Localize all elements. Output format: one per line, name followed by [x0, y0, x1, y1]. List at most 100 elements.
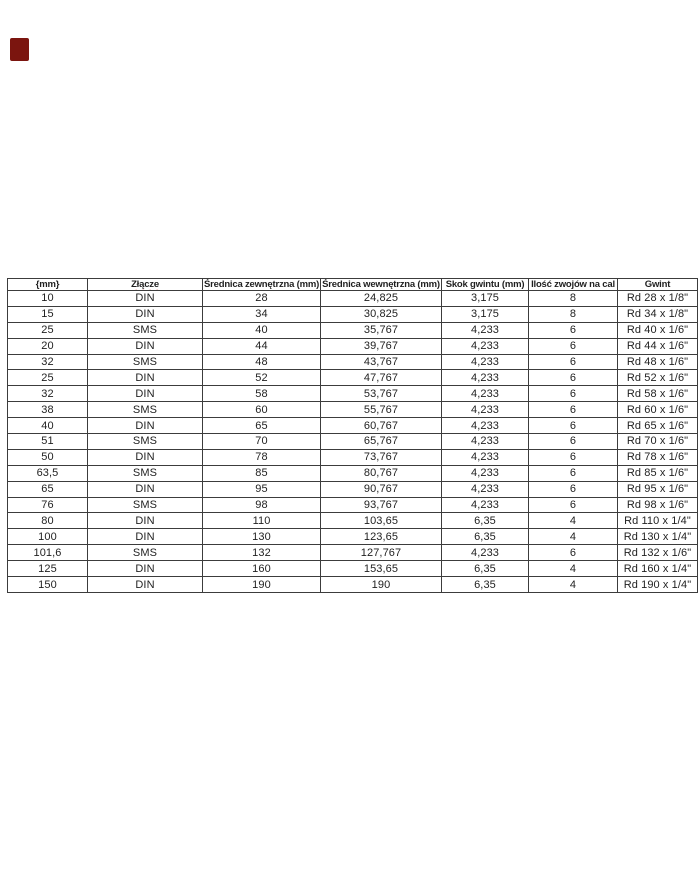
table-row: 101,6 SMS 132 127,767 4,233 6 Rd 132 x 1/6": [7, 544, 698, 562]
table-cell: SMS: [87, 353, 203, 371]
table-row: 100 DIN 130 123,65 6,35 4 Rd 130 x 1/4": [7, 528, 698, 546]
table-row: 38 SMS 60 55,767 4,233 6 Rd 60 x 1/6": [7, 401, 698, 419]
table-cell: 73,767: [320, 448, 442, 466]
table-cell: 6: [528, 321, 618, 339]
table-cell: 53,767: [320, 385, 442, 403]
table-row: 50 DIN 78 73,767 4,233 6 Rd 78 x 1/6": [7, 448, 698, 466]
table-row: 51 SMS 70 65,767 4,233 6 Rd 70 x 1/6": [7, 433, 698, 450]
table-cell: DIN: [87, 290, 203, 307]
table-cell: 132: [202, 544, 321, 562]
table-cell: 35,767: [320, 321, 442, 339]
table-cell: 28: [202, 290, 321, 307]
table-cell: 48: [202, 353, 321, 371]
table-cell: Rd 98 x 1/6": [617, 496, 698, 514]
table-cell: 34: [202, 305, 321, 323]
table-cell: DIN: [87, 528, 203, 546]
table-cell: 103,65: [320, 512, 442, 530]
header-cell-1: {mm}: [7, 278, 88, 291]
table-cell: 40: [202, 321, 321, 339]
table-row: 125 DIN 160 153,65 6,35 4 Rd 160 x 1/4": [7, 560, 698, 578]
table-cell: 55,767: [320, 401, 442, 419]
table-cell: 6: [528, 353, 618, 371]
table-cell: DIN: [87, 480, 203, 498]
table-cell: 130: [202, 528, 321, 546]
table-row: 15 DIN 34 30,825 3,175 8 Rd 34 x 1/8": [7, 305, 698, 323]
table-cell: DIN: [87, 337, 203, 355]
table-cell: 110: [202, 512, 321, 530]
table-cell: 153,65: [320, 560, 442, 578]
table-cell: 20: [7, 337, 88, 355]
table-cell: 6,35: [441, 512, 529, 530]
table-cell: Rd 34 x 1/8": [617, 305, 698, 323]
table-cell: 4,233: [441, 385, 529, 403]
table-cell: 65: [202, 417, 321, 435]
table-cell: Rd 95 x 1/6": [617, 480, 698, 498]
thread-dimensions-table: {mm} Złącze Średnica zewnętrzna (mm) Średni…: [7, 278, 698, 593]
table-cell: 4,233: [441, 480, 529, 498]
table-cell: 6: [528, 385, 618, 403]
table-cell: 127,767: [320, 544, 442, 562]
table-cell: 6: [528, 401, 618, 419]
table-cell: 4: [528, 560, 618, 578]
table-header-row: {mm} Złącze Średnica zewnętrzna (mm) Średni…: [7, 278, 698, 291]
table-cell: 6: [528, 480, 618, 498]
table-cell: 125: [7, 560, 88, 578]
table-cell: 80: [7, 512, 88, 530]
table-cell: 4: [528, 512, 618, 530]
table-row: 25 DIN 52 47,767 4,233 6 Rd 52 x 1/6": [7, 369, 698, 387]
table-cell: 44: [202, 337, 321, 355]
table-cell: DIN: [87, 560, 203, 578]
table-cell: DIN: [87, 512, 203, 530]
table-cell: 40: [7, 417, 88, 435]
table-row: 10 DIN 28 24,825 3,175 8 Rd 28 x 1/8": [7, 290, 698, 307]
table-cell: DIN: [87, 417, 203, 435]
table-cell: Rd 160 x 1/4": [617, 560, 698, 578]
header-cell-2: Złącze: [87, 278, 203, 291]
table-row: 32 DIN 58 53,767 4,233 6 Rd 58 x 1/6": [7, 385, 698, 403]
table-cell: 10: [7, 290, 88, 307]
table-cell: 101,6: [7, 544, 88, 562]
table-cell: 60: [202, 401, 321, 419]
table-row: 80 DIN 110 103,65 6,35 4 Rd 110 x 1/4": [7, 512, 698, 530]
table-cell: 150: [7, 576, 88, 593]
table-cell: 25: [7, 369, 88, 387]
header-cell-7: Gwint: [617, 278, 698, 291]
table-cell: SMS: [87, 401, 203, 419]
table-cell: 6: [528, 369, 618, 387]
table-cell: 4,233: [441, 353, 529, 371]
table-cell: 80,767: [320, 464, 442, 482]
table-cell: 6: [528, 417, 618, 435]
table-cell: 30,825: [320, 305, 442, 323]
table-row: 40 DIN 65 60,767 4,233 6 Rd 65 x 1/6": [7, 417, 698, 435]
table-cell: 65: [7, 480, 88, 498]
table-row: 25 SMS 40 35,767 4,233 6 Rd 40 x 1/6": [7, 321, 698, 339]
table-cell: 65,767: [320, 433, 442, 450]
table-cell: 4: [528, 528, 618, 546]
table-cell: 93,767: [320, 496, 442, 514]
table-cell: Rd 44 x 1/6": [617, 337, 698, 355]
table-cell: 4,233: [441, 321, 529, 339]
table-cell: 6,35: [441, 560, 529, 578]
table-cell: 4,233: [441, 417, 529, 435]
table-cell: 4,233: [441, 496, 529, 514]
table-cell: 4: [528, 576, 618, 593]
table-cell: 63,5: [7, 464, 88, 482]
table-cell: SMS: [87, 321, 203, 339]
table-cell: 6,35: [441, 576, 529, 593]
table-cell: 123,65: [320, 528, 442, 546]
table-cell: 47,767: [320, 369, 442, 387]
table-cell: 6: [528, 544, 618, 562]
header-cell-3: Średnica zewnętrzna (mm): [202, 278, 321, 291]
table-cell: 50: [7, 448, 88, 466]
table-cell: DIN: [87, 385, 203, 403]
table-cell: 58: [202, 385, 321, 403]
table-cell: 190: [202, 576, 321, 593]
table-cell: 190: [320, 576, 442, 593]
table-cell: Rd 60 x 1/6": [617, 401, 698, 419]
misspelled-header-text: Złącze: [131, 279, 159, 290]
table-cell: SMS: [87, 464, 203, 482]
table-cell: 90,767: [320, 480, 442, 498]
table-cell: 4,233: [441, 448, 529, 466]
table-cell: 3,175: [441, 290, 529, 307]
